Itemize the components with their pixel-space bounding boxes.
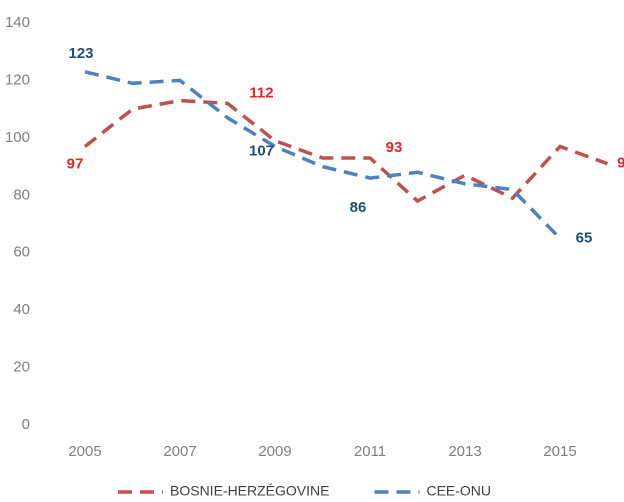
y-tick-label: 100 [5, 129, 30, 146]
y-tick-label: 60 [13, 244, 30, 261]
data-label: 93 [386, 139, 403, 156]
series-line [84, 70, 562, 240]
legend-label: BOSNIE-HERZÉGOVINE [170, 483, 329, 499]
y-tick-label: 120 [5, 71, 30, 88]
x-tick-label: 2005 [68, 443, 101, 460]
x-tick-label: 2009 [258, 443, 291, 460]
y-tick-label: 0 [22, 416, 30, 433]
data-label: 123 [68, 45, 93, 62]
x-tick-label: 2011 [354, 443, 386, 460]
data-label: 97 [67, 155, 84, 172]
data-label: 86 [350, 199, 367, 216]
data-label: 107 [249, 143, 274, 160]
data-label: 112 [249, 84, 273, 101]
x-tick-label: 2007 [163, 443, 196, 460]
legend-label: CEE-ONU [426, 483, 491, 499]
y-tick-label: 140 [5, 14, 30, 31]
y-tick-label: 80 [13, 186, 30, 203]
data-label: 65 [576, 229, 593, 246]
data-label: 91 [617, 155, 624, 172]
y-tick-label: 40 [13, 301, 30, 318]
x-tick-label: 2015 [543, 443, 576, 460]
series-line [83, 98, 609, 204]
y-tick-label: 20 [13, 359, 30, 376]
x-tick-label: 2013 [448, 443, 481, 460]
